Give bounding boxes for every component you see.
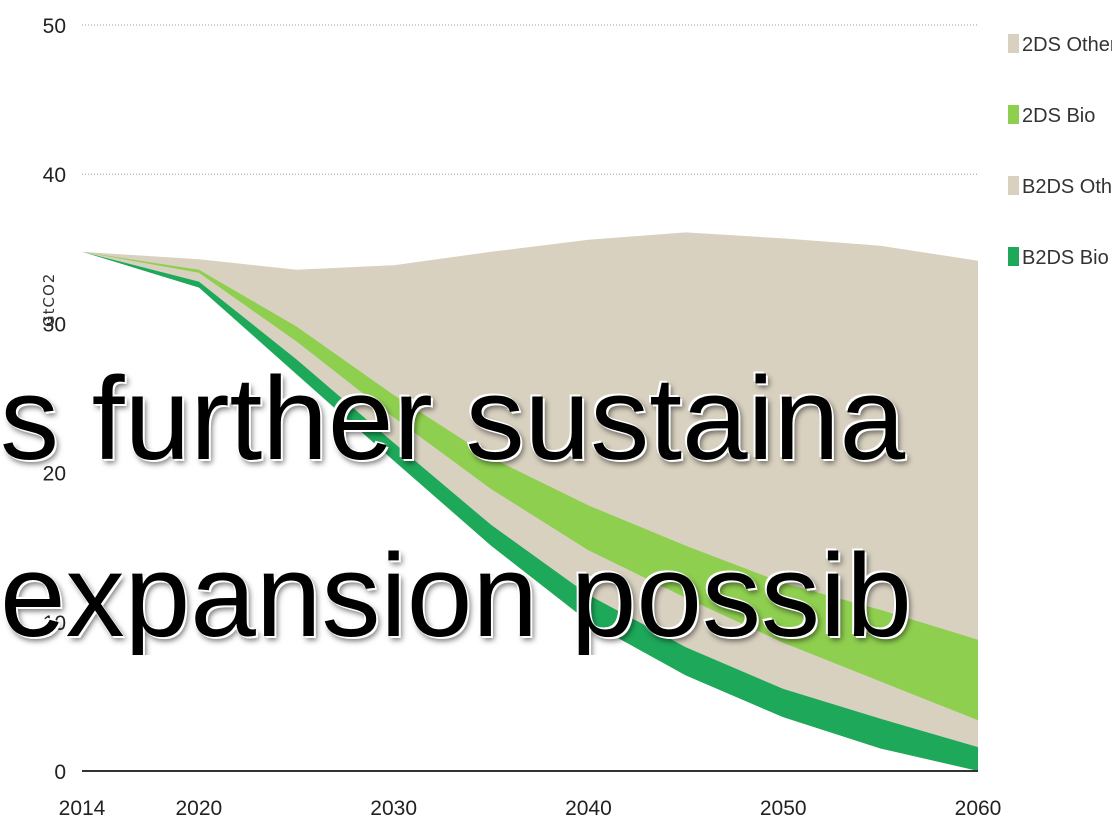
y-tick-30: 30	[43, 313, 66, 336]
x-tick-2040: 2040	[565, 797, 612, 820]
legend-label-b2ds-bio: B2DS Bio	[1022, 247, 1109, 269]
x-tick-2020: 2020	[176, 797, 223, 820]
x-tick-labels: 2014 2020 2030 2040 2050 2060	[59, 797, 1002, 820]
legend-swatch-2ds-bio	[1008, 105, 1019, 124]
overlay-caption-line-2: expansion possib	[0, 537, 912, 655]
x-tick-2014: 2014	[59, 797, 106, 820]
y-tick-10: 10	[43, 612, 66, 635]
legend: 2DS Other 2DS Bio B2DS Other B2DS Bio	[1008, 34, 1112, 269]
area-b2ds-bio	[82, 251, 978, 772]
area-below-b2ds	[82, 251, 978, 772]
y-tick-labels: 0 10 20 30 40 50	[43, 15, 66, 784]
legend-label-2ds-bio: 2DS Bio	[1022, 105, 1095, 127]
legend-swatch-b2ds-other	[1008, 176, 1019, 195]
legend-label-b2ds-other: B2DS Other	[1022, 176, 1112, 198]
y-tick-50: 50	[43, 15, 66, 38]
x-tick-2050: 2050	[760, 797, 807, 820]
area-2ds-bio	[82, 251, 978, 721]
legend-label-2ds-other: 2DS Other	[1022, 34, 1112, 56]
area-series	[82, 232, 978, 772]
legend-swatch-2ds-other	[1008, 34, 1019, 53]
legend-swatch-b2ds-bio	[1008, 247, 1019, 266]
y-tick-20: 20	[43, 463, 66, 486]
overlay-caption-line-1: s further sustaina	[0, 360, 906, 478]
y-tick-0: 0	[54, 761, 66, 784]
x-tick-2060: 2060	[955, 797, 1002, 820]
x-tick-2030: 2030	[370, 797, 417, 820]
y-axis-label: GtCO2	[40, 273, 58, 327]
y-tick-40: 40	[43, 164, 66, 187]
